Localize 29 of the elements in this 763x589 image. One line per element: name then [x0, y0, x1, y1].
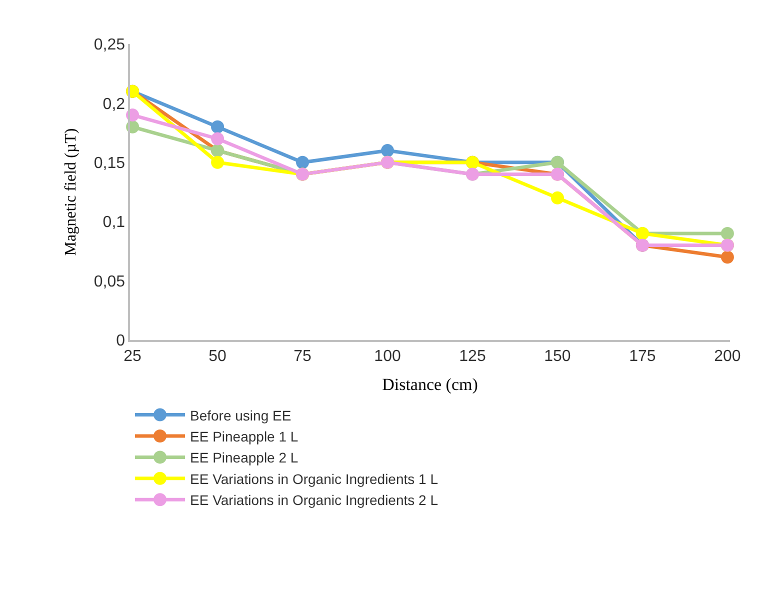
x-tick-label: 100 — [374, 348, 401, 365]
legend-label: EE Pineapple 2 L — [190, 450, 298, 466]
x-axis-title: Distance (cm) — [382, 374, 478, 394]
point — [211, 156, 224, 169]
point — [211, 132, 224, 146]
x-tick-label: 200 — [714, 348, 741, 365]
legend-label: EE Variations in Organic Ingredients 2 L — [190, 492, 438, 508]
y-tick-label: 0,15 — [94, 155, 126, 172]
point — [720, 250, 734, 264]
y-tick-label: 0 — [116, 332, 126, 350]
point — [381, 144, 394, 158]
point — [211, 120, 224, 134]
point — [550, 191, 564, 204]
x-tick-label: 125 — [459, 348, 486, 365]
x-tick-label: 175 — [629, 348, 656, 365]
y-tick-label: 0,05 — [94, 273, 126, 290]
legend-label: EE Pineapple 1 L — [190, 428, 298, 444]
x-tick-label: 75 — [294, 348, 312, 365]
x-tick-label: 150 — [544, 348, 571, 365]
y-tick-label: 0,25 — [94, 36, 126, 54]
legend-label: EE Variations in Organic Ingredients 1 L — [190, 470, 438, 487]
x-tick-label: 25 — [124, 348, 142, 365]
y-tick-label: 0,2 — [102, 96, 126, 113]
point — [720, 226, 734, 240]
y-axis-title: Magnetic field (µT) — [62, 128, 80, 256]
x-tick-label: 50 — [208, 348, 227, 365]
legend-label: Before using EE — [190, 407, 292, 424]
point — [296, 156, 310, 169]
y-tick-label: 0,1 — [102, 214, 126, 232]
